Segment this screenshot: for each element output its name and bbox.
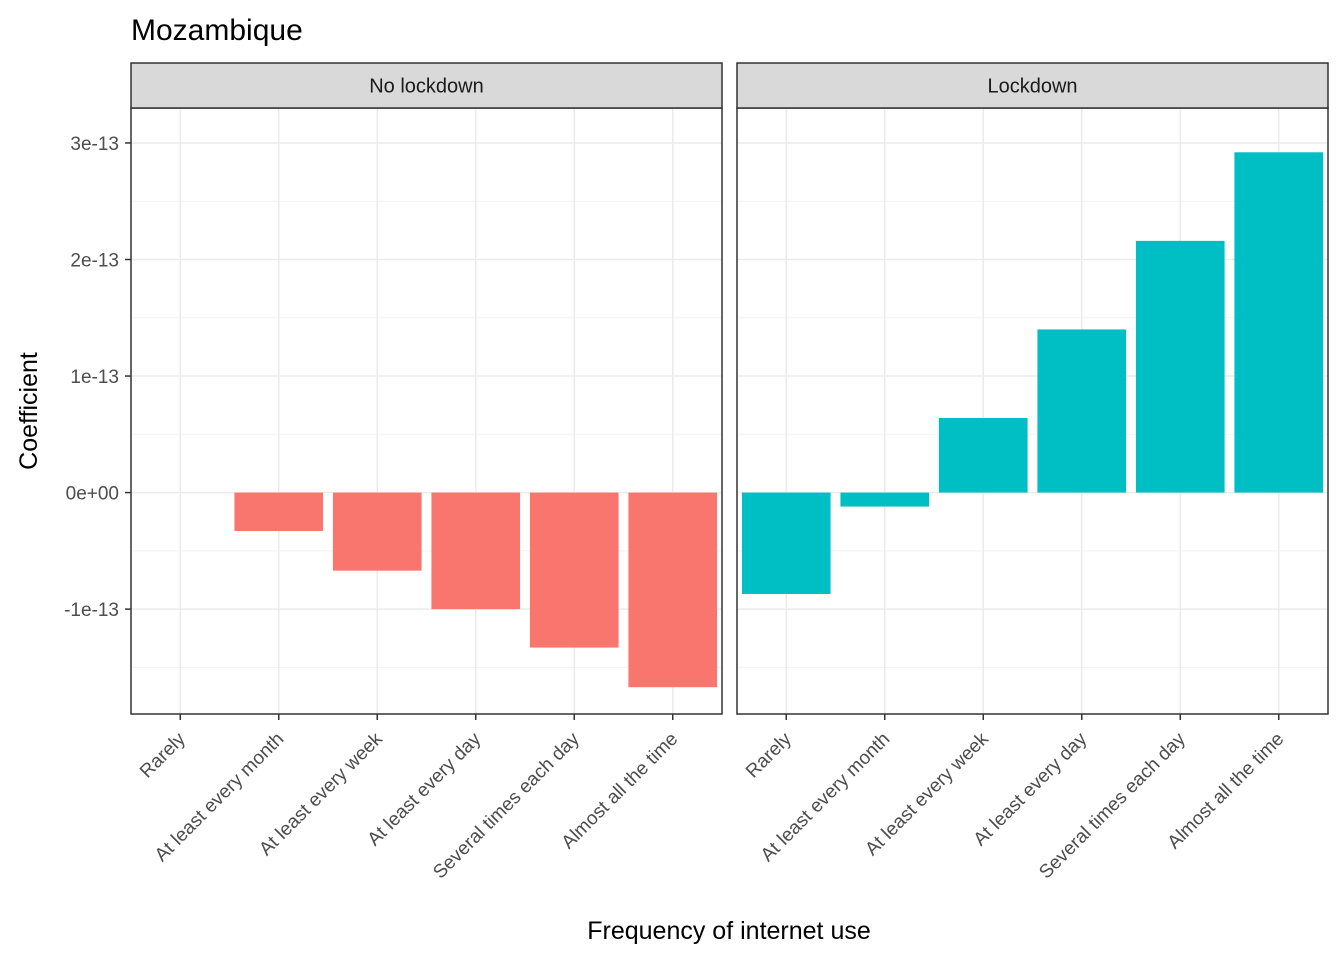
facet-strip (736, 62, 1329, 109)
y-axis: -1e-13 0e+00 1e-13 2e-13 3e-13 (64, 134, 131, 621)
bar-0-4 (529, 492, 619, 648)
y-tick-label: 1e-13 (70, 367, 119, 388)
bar-0-1 (234, 492, 324, 532)
y-axis-title: Coefficient (15, 352, 43, 470)
x-tick-label: Rarely (742, 728, 796, 782)
bar-1-4 (1135, 240, 1225, 493)
facet-strip (130, 62, 723, 109)
x-axis-title: Frequency of internet use (587, 917, 871, 945)
y-tick-label: -1e-13 (64, 600, 119, 621)
panel-background (131, 108, 722, 714)
bar-1-2 (938, 417, 1028, 493)
bar-0-5 (628, 492, 718, 688)
bar-1-1 (840, 492, 930, 507)
x-tick-label: Rarely (136, 728, 190, 782)
y-tick-label: 2e-13 (70, 251, 119, 272)
bar-1-5 (1234, 152, 1324, 493)
facet-strip-label: No lockdown (369, 76, 484, 98)
chart-title: Mozambique (131, 14, 303, 47)
bar-0-2 (332, 492, 422, 571)
y-tick-label: 3e-13 (70, 134, 119, 155)
facet-strip-label: Lockdown (987, 76, 1077, 98)
bar-1-0 (741, 492, 831, 594)
panel-background (737, 108, 1328, 714)
bar-0-3 (431, 492, 521, 610)
y-tick-label: 0e+00 (66, 484, 119, 505)
bar-1-3 (1037, 329, 1127, 493)
